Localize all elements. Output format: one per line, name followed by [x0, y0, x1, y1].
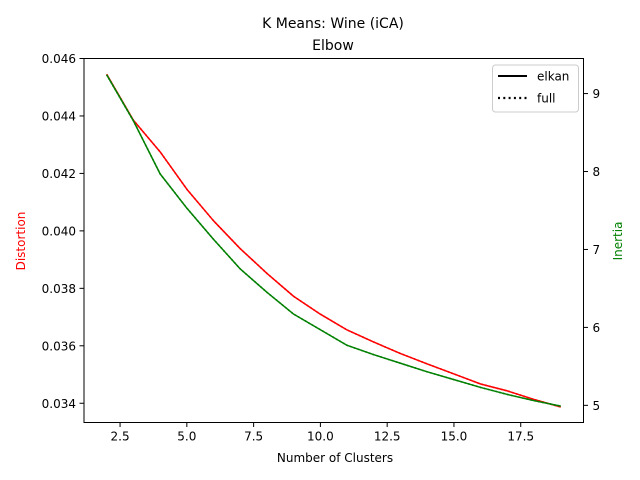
x-tick-label: 12.5 — [374, 430, 401, 444]
right-y-tick-label: 8 — [593, 165, 601, 179]
x-tick-label: 10.0 — [307, 430, 334, 444]
left-y-axis-label: Distortion — [14, 212, 28, 271]
x-tick-label: 7.5 — [244, 430, 263, 444]
right-y-axis-label: Inertia — [611, 222, 625, 261]
right-y-tick-label: 5 — [593, 399, 601, 413]
left-y-tick-label: 0.040 — [42, 224, 76, 238]
x-tick-label: 15.0 — [441, 430, 468, 444]
distortion-dotted-line — [106, 73, 562, 408]
chart-subtitle: Elbow — [312, 38, 354, 54]
plot-series — [106, 73, 562, 408]
x-axis-label: Number of Clusters — [277, 451, 393, 465]
left-y-tick-label: 0.046 — [42, 52, 76, 66]
left-y-tick-label: 0.044 — [42, 109, 76, 123]
plot-frame — [83, 58, 584, 423]
right-y-tick-label: 7 — [593, 243, 601, 257]
left-y-tick-label: 0.038 — [42, 282, 76, 296]
legend-label-full: full — [537, 92, 556, 106]
x-axis-ticks: 2.5 5.0 7.5 10.0 12.5 15.0 17.5 — [111, 422, 534, 444]
left-y-tick-label: 0.036 — [42, 339, 76, 353]
left-y-axis-ticks: 0.034 0.036 0.038 0.040 0.042 0.044 0.046 — [42, 52, 84, 411]
legend-label-elkan: elkan — [537, 70, 569, 84]
left-y-tick-label: 0.042 — [42, 167, 76, 181]
right-y-axis-ticks: 5 6 7 8 9 — [583, 87, 601, 413]
left-y-tick-label: 0.034 — [42, 397, 76, 411]
x-tick-label: 5.0 — [177, 430, 196, 444]
right-y-tick-label: 9 — [593, 87, 601, 101]
right-y-tick-label: 6 — [593, 321, 601, 335]
x-tick-label: 17.5 — [507, 430, 534, 444]
legend: elkan full — [492, 64, 579, 113]
chart-title: K Means: Wine (iCA) — [262, 16, 404, 32]
inertia-dotted-line — [106, 74, 561, 407]
x-tick-label: 2.5 — [111, 430, 130, 444]
